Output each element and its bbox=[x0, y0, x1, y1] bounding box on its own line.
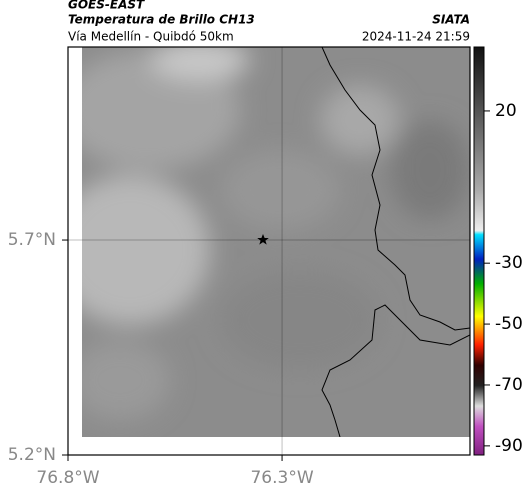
source: GOES-EAST bbox=[68, 0, 145, 12]
title: Temperatura de Brillo CH13 bbox=[68, 13, 255, 27]
subtitle: Vía Medellín - Quibdó 50km bbox=[68, 30, 234, 44]
colorbar-tick-label: -50 bbox=[495, 314, 523, 334]
x-tick-label: 76.3°W bbox=[250, 468, 313, 488]
brand: SIATA bbox=[432, 13, 470, 27]
colorbar-tick-label: -90 bbox=[495, 436, 523, 456]
satellite-image bbox=[82, 47, 470, 437]
colorbar-tick-label: -30 bbox=[495, 253, 523, 273]
colorbar bbox=[473, 46, 485, 456]
y-tick-label: 5.7°N bbox=[8, 230, 56, 250]
location-marker bbox=[257, 234, 269, 245]
map-frame bbox=[67, 46, 471, 456]
x-tick-label: 76.8°W bbox=[36, 468, 99, 488]
colorbar-tick-label: -70 bbox=[495, 375, 523, 395]
y-tick-label: 5.2°N bbox=[8, 445, 56, 465]
colorbar-tick-label: 20 bbox=[495, 101, 517, 121]
datetime: 2024-11-24 21:59 bbox=[362, 30, 470, 44]
